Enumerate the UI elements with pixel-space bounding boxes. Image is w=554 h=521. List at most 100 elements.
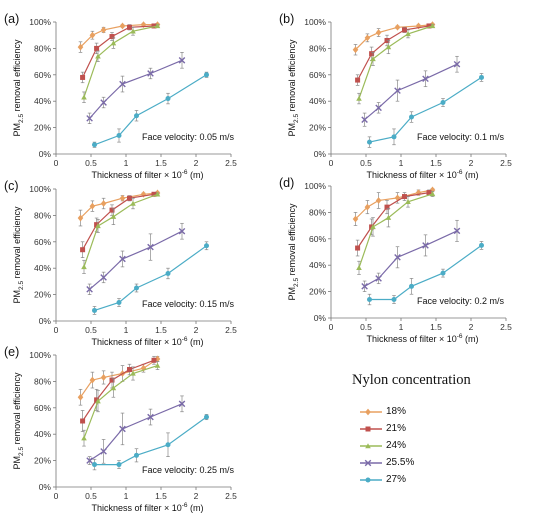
legend-marker (365, 442, 371, 448)
series-line (89, 59, 183, 119)
x-tick-label: 0.5 (85, 325, 97, 335)
data-point (147, 70, 154, 77)
x-tick-label: 1 (124, 158, 129, 168)
data-point (100, 374, 107, 381)
data-point (119, 194, 126, 202)
data-point (405, 199, 411, 205)
series-25-5- (86, 222, 186, 295)
data-point (100, 448, 107, 455)
x-tick-label: 0 (54, 491, 59, 501)
data-point (147, 243, 154, 251)
legend-label: 18% (386, 406, 407, 417)
y-tick-label: 80% (34, 376, 51, 386)
data-point (100, 274, 107, 281)
x-axis-label-unit: (m) (463, 170, 479, 180)
data-point (479, 74, 484, 80)
data-point (422, 75, 429, 83)
data-point (116, 462, 122, 468)
face-velocity-annotation: Face velocity: 0.05 m/s (142, 132, 235, 142)
data-point (375, 104, 382, 112)
data-point (89, 202, 96, 210)
data-point (394, 253, 401, 261)
x-tick-label: 0.5 (85, 158, 97, 168)
y-axis-label-subscript: 2.5 (18, 447, 25, 456)
x-tick-label: 1.5 (155, 491, 167, 501)
legend-title: Nylon concentration (352, 372, 471, 388)
data-point (402, 27, 407, 33)
data-point (154, 191, 161, 197)
data-point (100, 99, 107, 106)
x-tick-label: 0 (329, 158, 334, 168)
x-tick-label: 2 (469, 322, 474, 332)
x-tick-label: 2.5 (225, 325, 237, 335)
data-point (119, 22, 126, 30)
data-point (94, 397, 100, 403)
y-axis-label-subscript: 2.5 (293, 114, 300, 123)
legend-item: 21% (360, 420, 542, 437)
data-point (165, 96, 171, 102)
y-axis-label: PM2.5 removal efficiency (287, 39, 300, 136)
panel-label: (d) (279, 176, 294, 190)
y-tick-label: 0% (314, 313, 327, 323)
series-21- (80, 355, 157, 432)
data-point (479, 242, 484, 248)
y-tick-label: 40% (309, 260, 326, 270)
data-point (370, 56, 376, 62)
x-axis-label: Thickness of filter × 10-6 (m) (366, 169, 478, 180)
y-tick-label: 100% (29, 184, 51, 194)
legend-label: 24% (386, 440, 407, 451)
legend-swatch (360, 459, 382, 466)
data-point (127, 367, 132, 373)
series-21- (355, 189, 432, 257)
y-tick-label: 0% (39, 149, 52, 159)
y-tick-label: 60% (309, 234, 326, 244)
data-point (375, 197, 382, 204)
data-point (204, 243, 209, 249)
data-point (356, 95, 362, 101)
face-velocity-annotation: Face velocity: 0.25 m/s (142, 465, 235, 475)
data-point (204, 414, 209, 420)
x-tick-label: 0 (329, 322, 334, 332)
data-point (116, 133, 122, 139)
x-axis-label-exponent: -6 (457, 333, 463, 340)
data-point (80, 74, 86, 80)
x-tick-label: 0.5 (360, 158, 372, 168)
series-18- (77, 21, 161, 53)
x-tick-label: 2.5 (225, 491, 237, 501)
y-tick-label: 20% (34, 290, 51, 300)
y-tick-label: 20% (309, 123, 326, 133)
data-point (154, 23, 161, 29)
data-point (110, 40, 117, 46)
panel-label: (c) (4, 179, 19, 193)
data-point (178, 227, 186, 235)
data-point (352, 46, 359, 54)
x-tick-label: 1.5 (155, 158, 167, 168)
legend-item: 18% (360, 403, 542, 420)
x-tick-label: 1.5 (155, 325, 167, 335)
y-tick-label: 80% (34, 210, 51, 220)
legend-marker (365, 408, 371, 415)
face-velocity-annotation: Face velocity: 0.1 m/s (417, 132, 505, 142)
y-axis-label-text: removal efficiency (287, 39, 297, 114)
x-axis-label: Thickness of filter × 10-6 (m) (366, 333, 478, 344)
data-point (110, 213, 117, 219)
data-point (95, 398, 101, 404)
data-point (127, 195, 132, 201)
series-25-5- (361, 219, 461, 292)
data-point (127, 24, 132, 30)
x-tick-label: 1.5 (430, 322, 442, 332)
y-tick-label: 80% (309, 207, 326, 217)
legend-swatch (360, 442, 382, 448)
x-axis-label-exponent: -6 (182, 502, 188, 509)
y-tick-label: 60% (309, 70, 326, 80)
y-axis-label-subscript: 2.5 (293, 278, 300, 287)
data-point (367, 297, 372, 303)
data-point (81, 264, 87, 270)
legend-marker (365, 477, 371, 482)
x-tick-label: 2.5 (225, 158, 237, 168)
chart-panel-4: 0% 20% 40% 60% 80% 100% 0 0.5 1 1.5 2 2.5 Thickness … (279, 176, 512, 344)
series-24- (81, 361, 161, 447)
data-point (440, 270, 446, 276)
x-tick-label: 0.5 (85, 491, 97, 501)
y-axis-label-text: removal efficiency (287, 203, 297, 278)
